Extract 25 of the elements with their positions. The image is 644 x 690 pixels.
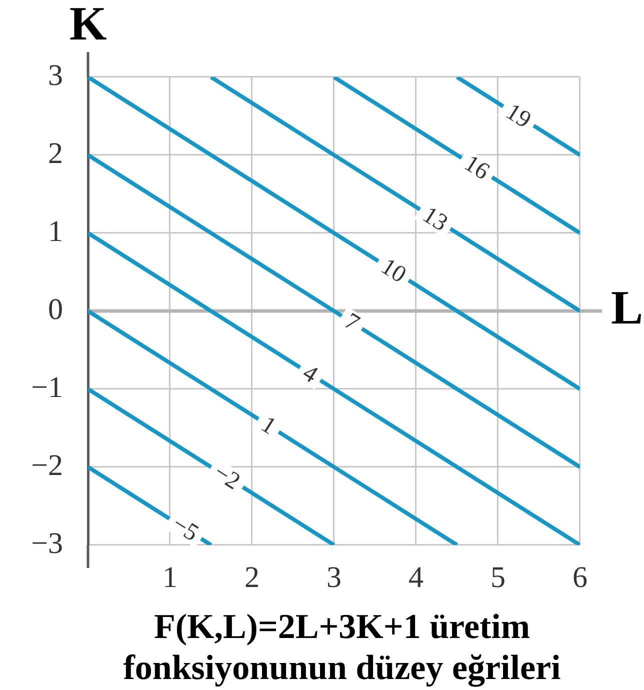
x-tick-label: 1 [162, 560, 178, 594]
y-tick-label: −1 [31, 370, 63, 404]
y-tick-label: 2 [48, 136, 63, 170]
text: 16 [460, 150, 494, 186]
x-tick-label: 2 [244, 560, 260, 594]
text: 7 [340, 308, 364, 337]
x-tick-label: 4 [408, 560, 424, 594]
y-tick-label: 0 [48, 292, 63, 326]
x-tick-label: 5 [490, 560, 506, 594]
text: −2 [209, 460, 244, 496]
text: 10 [376, 254, 410, 288]
text: F(K,L)=2L+3K+1 üretim fonksiyonunun düzey eğrileri [122, 606, 562, 688]
y-tick-label: 1 [48, 214, 63, 248]
x-axis-title: L [611, 281, 644, 334]
x-tick-label: 3 [326, 560, 342, 594]
y-tick-label: 3 [48, 58, 63, 92]
text: 19 [501, 98, 536, 134]
text: 1 [256, 412, 280, 440]
y-axis-title: K [69, 0, 107, 50]
text: 4 [298, 360, 322, 388]
y-tick-label: −3 [31, 526, 63, 560]
x-tick-label: 6 [572, 560, 588, 594]
y-tick-label: −2 [31, 448, 63, 482]
text: 13 [418, 202, 452, 237]
text: −5 [167, 511, 203, 547]
